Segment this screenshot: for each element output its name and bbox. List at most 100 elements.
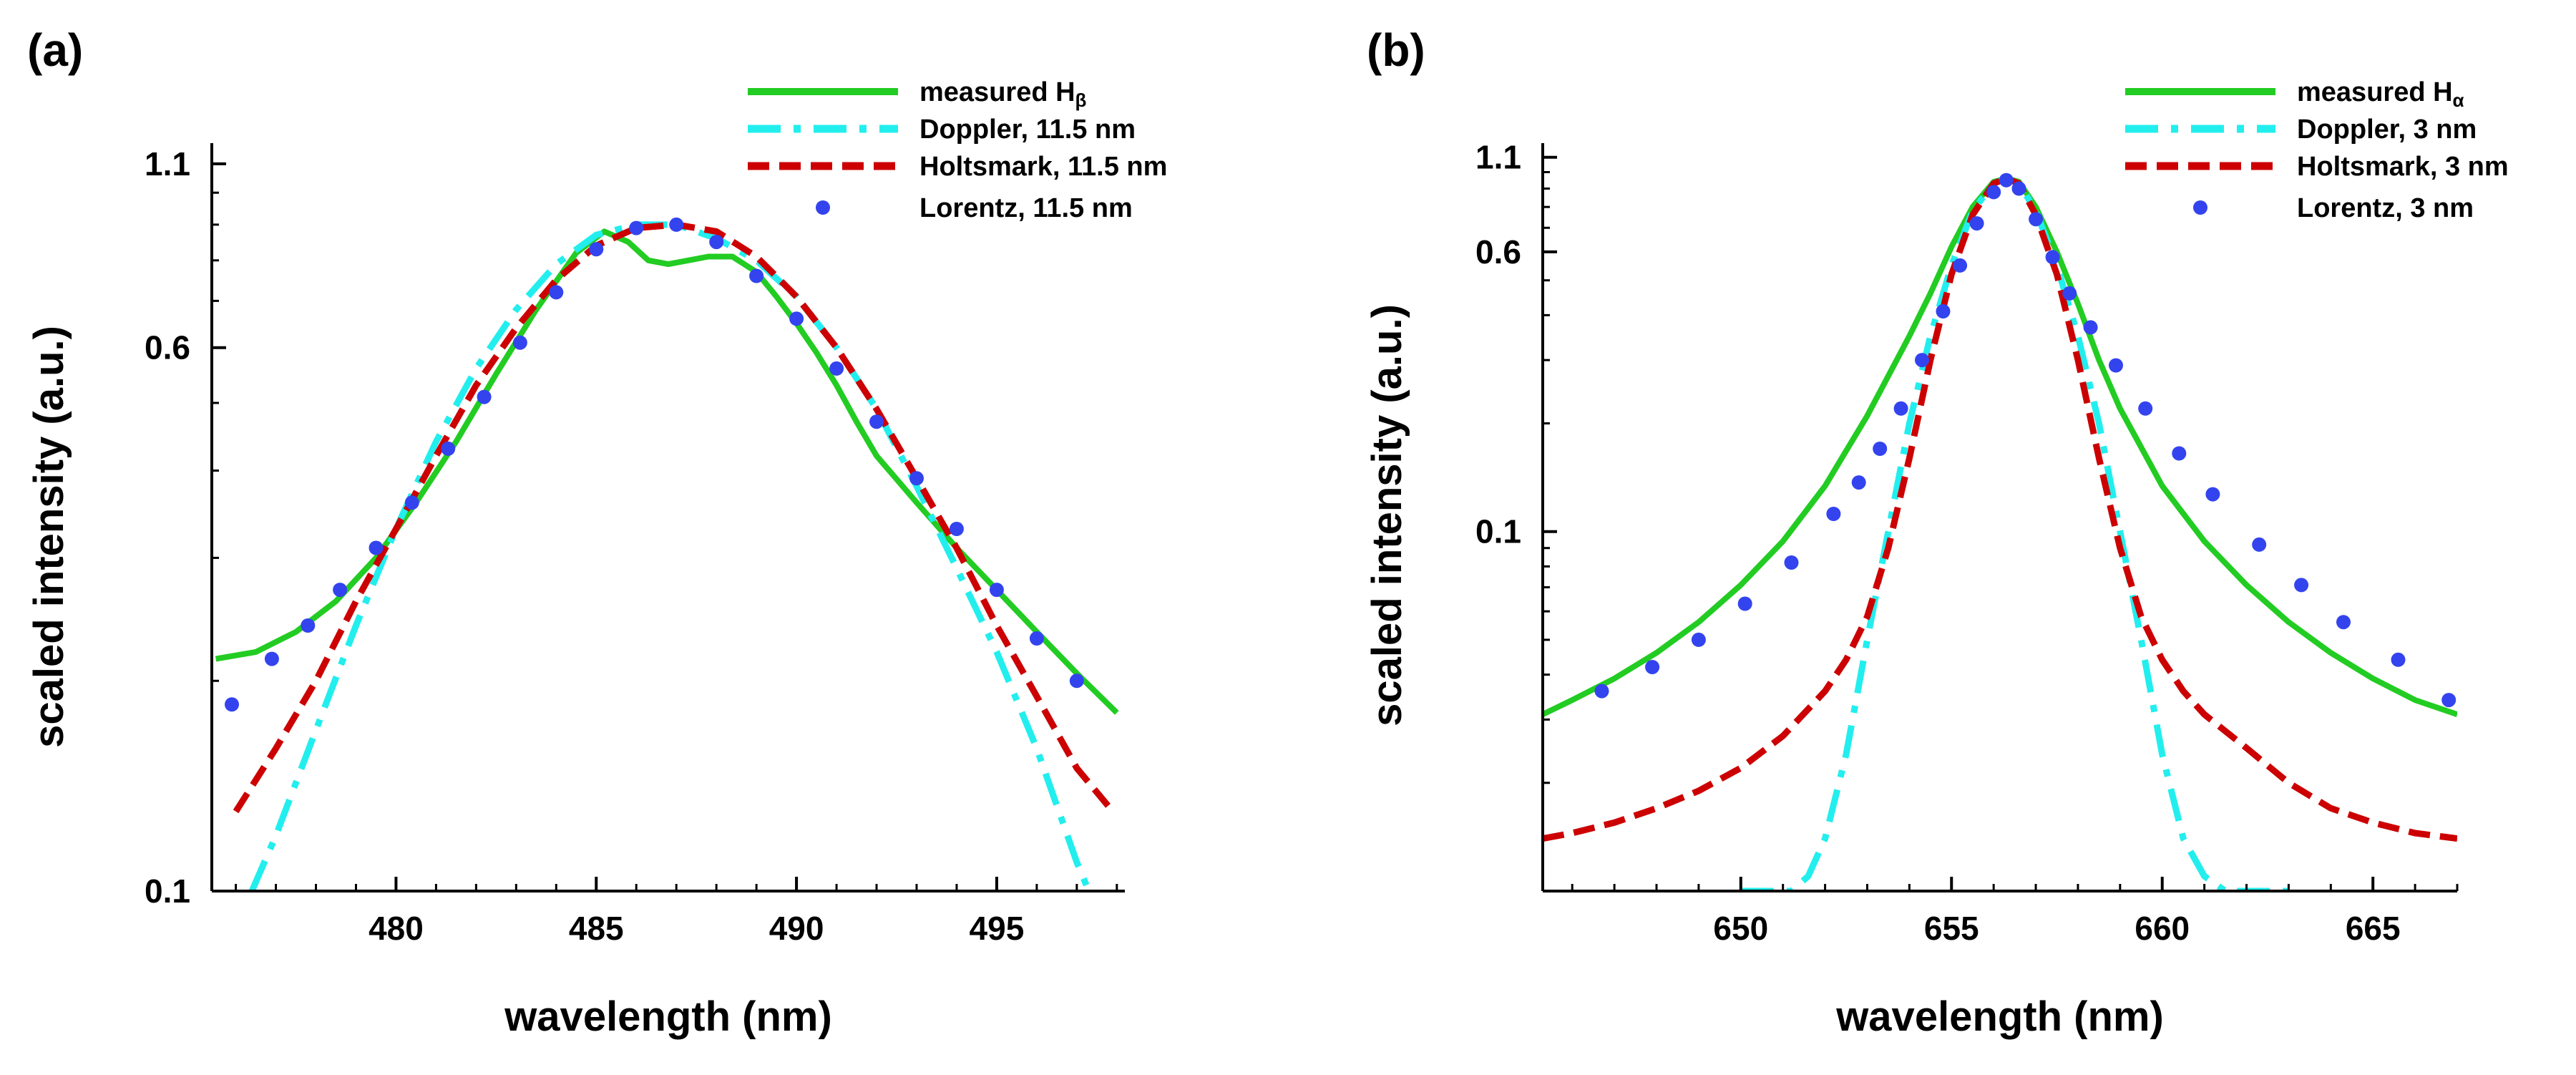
legend-label-doppler: Doppler, 11.5 nm (919, 115, 1136, 145)
x-axis-title-a: wavelength (nm) (504, 993, 832, 1040)
lorentz-point-a (949, 522, 964, 536)
legend-label-lorentz: Lorentz, 3 nm (2297, 193, 2474, 223)
y-axis-title-a: scaled intensity (a.u.) (26, 326, 72, 748)
lorentz-point-a (629, 220, 644, 235)
measured-line-a (215, 228, 1119, 715)
legend-a: measured Hβ Doppler, 11.5 nm Holtsmark, 11… (748, 77, 1167, 223)
lorentz-point-b (1873, 442, 1888, 456)
x-tick-label-a: 495 (970, 910, 1025, 947)
lorentz-point-a (225, 697, 239, 712)
lorentz-point-a (749, 268, 764, 283)
x-tick-label-b: 665 (2346, 910, 2401, 947)
lorentz-point-a (512, 335, 527, 350)
lorentz-point-b (2391, 652, 2406, 667)
lorentz-point-b (2045, 250, 2060, 265)
lorentz-point-a (369, 540, 384, 555)
lorentz-point-b (1826, 507, 1841, 521)
lorentz-point-b (2029, 212, 2044, 227)
lorentz-point-a (829, 361, 844, 376)
axes-b (1541, 143, 2459, 892)
y-tick-label-a: 1.1 (145, 145, 190, 183)
legend-label-doppler: Doppler, 3 nm (2297, 115, 2477, 145)
measured-line-b (1543, 175, 2457, 717)
lorentz-point-b (1594, 684, 1609, 699)
y-tick-label-b: 1.1 (1475, 139, 1521, 176)
lorentz-point-b (2172, 446, 2187, 461)
lorentz-point-a (909, 471, 924, 486)
lorentz-point-b (1969, 216, 1984, 231)
series-layer-a (215, 217, 1119, 891)
lorentz-point-b (2336, 615, 2351, 630)
panel-b: (b) 650 655 660 665 0.1 0.6 1.1 wavelength (nm… (1364, 24, 2509, 1040)
lorentz-point-b (1915, 353, 1929, 368)
legend-label-holtsmark: Holtsmark, 3 nm (2297, 152, 2509, 182)
doppler-line-a (248, 221, 1092, 891)
lorentz-point-b (1691, 632, 1706, 647)
doppler-line-b (1740, 175, 2289, 891)
lorentz-point-a (1069, 673, 1084, 689)
lorentz-point-b (2205, 487, 2220, 502)
lorentz-point-a (441, 441, 456, 456)
lorentz-point-a (549, 285, 564, 300)
x-tick-label-b: 655 (1924, 910, 1979, 947)
legend-label-measured: measured Hβ (919, 77, 1086, 111)
lorentz-point-b (2011, 181, 2026, 196)
lorentz-point-b (1999, 172, 2014, 188)
lorentz-point-a (789, 311, 804, 326)
lorentz-point-b (1645, 660, 1660, 674)
lorentz-point-b (2083, 320, 2098, 335)
lorentz-point-a (589, 242, 604, 257)
panel-label-b: (b) (1367, 24, 1425, 76)
panel-label-a: (a) (27, 24, 83, 76)
lorentz-point-b (2252, 537, 2267, 552)
lorentz-point-a (869, 414, 884, 429)
x-tick-label-a: 490 (769, 910, 824, 947)
lorentz-point-b (2441, 693, 2457, 708)
y-tick-label-b: 0.1 (1475, 513, 1521, 550)
legend-dot-lorentz (816, 200, 830, 215)
lorentz-point-b (1986, 185, 2001, 200)
lorentz-point-a (333, 583, 348, 598)
x-tick-label-a: 480 (369, 910, 424, 947)
lorentz-point-b (2294, 578, 2309, 593)
lorentz-point-b (2062, 286, 2077, 301)
lorentz-point-b (1737, 596, 1752, 611)
lorentz-point-a (264, 651, 279, 666)
x-tick-label-a: 485 (569, 910, 624, 947)
legend-label-lorentz: Lorentz, 11.5 nm (919, 193, 1133, 223)
lorentz-point-a (477, 389, 492, 404)
legend-subscript-measured: α (2453, 89, 2464, 111)
lorentz-point-a (669, 217, 684, 232)
lorentz-point-a (404, 495, 419, 510)
y-tick-label-b: 0.6 (1475, 233, 1521, 271)
lorentz-point-b (2138, 401, 2153, 416)
tick-labels-b: 650 655 660 665 0.1 0.6 1.1 (1475, 139, 2401, 947)
legend-dot-lorentz (2193, 200, 2207, 215)
lorentz-point-b (2109, 358, 2123, 373)
lorentz-point-b (1893, 401, 1908, 416)
axes-a (210, 143, 1125, 892)
legend-b: measured Hα Doppler, 3 nm Holtsmark, 3 nm L… (2125, 77, 2509, 223)
lorentz-point-a (301, 618, 316, 633)
lorentz-point-a (1029, 631, 1044, 646)
tick-labels-a: 480 485 490 495 0.1 0.6 1.1 (145, 145, 1024, 947)
panel-a: (a) 480 485 490 495 0.1 0.6 1.1 wavelength (nm… (26, 24, 1167, 1040)
series-layer-b (1543, 172, 2457, 891)
y-tick-label-a: 0.1 (145, 872, 190, 910)
x-tick-label-b: 660 (2135, 910, 2190, 947)
x-axis-title-b: wavelength (nm) (1835, 993, 2164, 1040)
holtsmark-line-a (233, 221, 1116, 814)
lorentz-point-b (1784, 555, 1799, 570)
lorentz-point-b (1851, 475, 1866, 490)
holtsmark-line-b (1543, 175, 2457, 842)
legend-label-holtsmark: Holtsmark, 11.5 nm (919, 152, 1167, 182)
lorentz-point-b (1936, 304, 1951, 318)
x-tick-label-b: 650 (1713, 910, 1768, 947)
lorentz-point-a (989, 583, 1004, 598)
legend-subscript-measured: β (1075, 89, 1087, 111)
legend-label-measured: measured Hα (2297, 77, 2464, 111)
y-axis-title-b: scaled intensity (a.u.) (1364, 304, 1410, 726)
y-tick-label-a: 0.6 (145, 329, 190, 366)
lorentz-point-b (1953, 258, 1968, 273)
